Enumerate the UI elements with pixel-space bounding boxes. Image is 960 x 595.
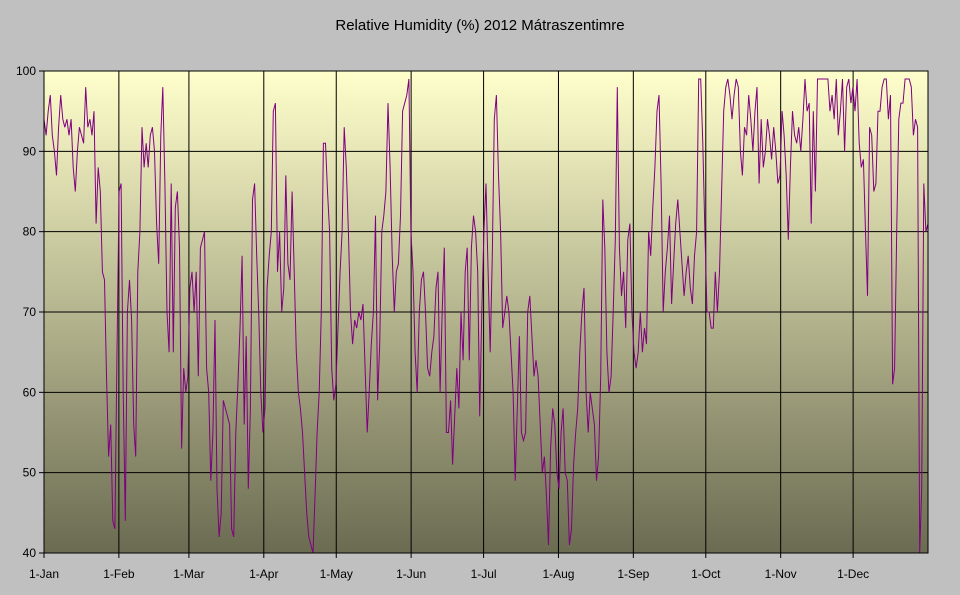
y-tick-label: 100 xyxy=(16,64,36,78)
grid-lines xyxy=(44,70,928,554)
x-tick-label: 1-Mar xyxy=(173,567,204,581)
x-tick-label: 1-Oct xyxy=(691,567,721,581)
x-axis-tick-labels: 1-Jan 1-Feb 1-Mar 1-Apr 1-May 1-Jun 1-Jul 1-Aug… xyxy=(29,553,869,581)
x-tick-label: 1-Sep xyxy=(617,567,649,581)
y-tick-label: 60 xyxy=(23,385,37,399)
y-tick-label: 50 xyxy=(23,466,37,480)
y-tick-label: 90 xyxy=(23,144,37,158)
x-tick-label: 1-Dec xyxy=(837,567,869,581)
y-tick-label: 70 xyxy=(23,305,37,319)
x-tick-label: 1-May xyxy=(320,567,353,581)
x-tick-label: 1-Jan xyxy=(29,567,59,581)
x-tick-label: 1-Aug xyxy=(542,567,574,581)
plot-border xyxy=(43,70,929,554)
y-tick-label: 40 xyxy=(23,546,37,560)
x-tick-label: 1-Nov xyxy=(765,567,797,581)
y-tick-label: 80 xyxy=(23,225,37,239)
x-tick-label: 1-Jul xyxy=(471,567,497,581)
chart-title: Relative Humidity (%) 2012 Mátraszentimr… xyxy=(335,17,624,34)
x-tick-label: 1-Jun xyxy=(396,567,426,581)
humidity-series-line xyxy=(43,78,929,554)
y-axis-tick-labels: 40 50 60 70 80 90 100 xyxy=(16,64,44,560)
x-tick-label: 1-Apr xyxy=(249,567,278,581)
x-tick-label: 1-Feb xyxy=(103,567,135,581)
